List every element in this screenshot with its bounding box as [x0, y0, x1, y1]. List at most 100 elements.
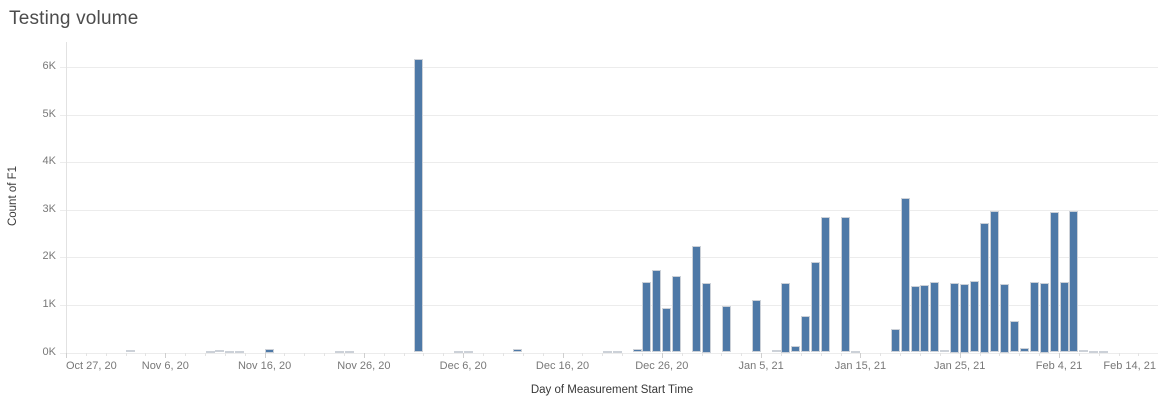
bar[interactable]	[751, 300, 761, 353]
y-tick-label: 1K	[42, 297, 56, 310]
bar[interactable]	[414, 59, 423, 353]
bar[interactable]	[702, 283, 711, 353]
x-tick-label: Dec 16, 20	[535, 360, 590, 372]
x-tick-label: Dec 26, 20	[635, 360, 689, 372]
bar[interactable]	[652, 269, 662, 353]
bar[interactable]	[225, 350, 235, 353]
y-tick-label: 2K	[42, 250, 56, 263]
y-tick-label: 5K	[42, 107, 56, 120]
bar[interactable]	[990, 211, 999, 353]
bar[interactable]	[890, 329, 900, 353]
bar[interactable]	[1089, 350, 1099, 353]
y-tick-label: 0K	[42, 345, 56, 358]
bar[interactable]	[1069, 211, 1079, 353]
bar[interactable]	[970, 281, 980, 353]
bar[interactable]	[265, 348, 275, 353]
bar[interactable]	[126, 349, 135, 353]
bar[interactable]	[771, 350, 781, 353]
bar[interactable]	[235, 350, 245, 353]
x-minor-tick	[344, 353, 346, 356]
bar[interactable]	[999, 284, 1009, 353]
bar[interactable]	[334, 350, 344, 353]
bar[interactable]	[1059, 282, 1069, 353]
bar[interactable]	[1049, 211, 1059, 353]
bar[interactable]	[1029, 281, 1039, 353]
x-major-tick	[363, 353, 365, 358]
x-minor-tick	[880, 353, 882, 356]
x-minor-tick	[483, 353, 485, 356]
bar[interactable]	[980, 223, 989, 353]
bar[interactable]	[642, 282, 652, 353]
bar[interactable]	[811, 262, 821, 353]
x-minor-tick	[721, 353, 723, 356]
bar[interactable]	[215, 349, 225, 353]
x-minor-tick	[1118, 353, 1120, 356]
x-minor-tick	[1019, 353, 1021, 356]
bar[interactable]	[781, 282, 791, 353]
bar[interactable]	[721, 305, 731, 353]
x-minor-tick	[701, 353, 703, 356]
gridline	[60, 114, 1158, 116]
x-minor-tick	[582, 353, 584, 356]
x-minor-tick	[443, 353, 445, 356]
bar[interactable]	[1009, 320, 1019, 353]
x-minor-tick	[999, 353, 1001, 356]
bar[interactable]	[1019, 348, 1029, 353]
bar[interactable]	[463, 350, 473, 353]
x-tick-label: Dec 6, 20	[439, 360, 487, 372]
x-tick-label: Jan 25, 21	[934, 360, 986, 372]
x-minor-tick	[383, 353, 385, 356]
bar[interactable]	[602, 350, 612, 353]
bar[interactable]	[960, 283, 970, 353]
x-minor-tick	[85, 353, 87, 356]
y-axis-line	[66, 42, 67, 353]
x-minor-tick	[105, 353, 107, 356]
bar[interactable]	[841, 217, 850, 353]
x-minor-tick	[522, 353, 524, 356]
bar[interactable]	[1039, 282, 1049, 353]
bar[interactable]	[950, 282, 960, 353]
bar[interactable]	[453, 350, 463, 353]
bar[interactable]	[821, 216, 831, 353]
bar[interactable]	[344, 350, 354, 353]
bar[interactable]	[910, 285, 920, 353]
gridline	[60, 66, 1158, 68]
x-major-tick	[860, 353, 862, 358]
bar[interactable]	[940, 349, 950, 353]
bar[interactable]	[1099, 350, 1109, 353]
bar[interactable]	[672, 276, 682, 353]
x-minor-tick	[125, 353, 127, 356]
x-major-tick	[165, 353, 167, 358]
gridline	[60, 304, 1158, 306]
x-minor-tick	[641, 353, 643, 356]
x-minor-tick	[224, 353, 226, 356]
bar[interactable]	[692, 245, 702, 353]
x-minor-tick	[741, 353, 743, 356]
gridline	[60, 162, 1158, 164]
x-major-tick	[264, 353, 266, 358]
x-minor-tick	[244, 353, 246, 356]
x-major-tick	[66, 353, 67, 358]
bar[interactable]	[801, 316, 811, 353]
bar[interactable]	[513, 349, 523, 353]
x-minor-tick	[423, 353, 425, 356]
bar[interactable]	[662, 308, 672, 353]
y-tick-label: 3K	[42, 202, 56, 215]
bar[interactable]	[612, 350, 622, 353]
x-minor-tick	[542, 353, 544, 356]
bar[interactable]	[900, 197, 910, 353]
x-minor-tick	[979, 353, 981, 356]
bar[interactable]	[930, 281, 940, 353]
bar[interactable]	[632, 348, 642, 353]
gridline	[60, 257, 1158, 259]
bar[interactable]	[920, 284, 930, 353]
x-minor-tick	[1138, 353, 1140, 356]
x-major-tick	[761, 353, 763, 358]
bar[interactable]	[205, 350, 215, 353]
bar[interactable]	[791, 345, 801, 353]
x-tick-label: Nov 26, 20	[337, 360, 391, 372]
bar[interactable]	[850, 350, 860, 353]
bar[interactable]	[1079, 349, 1089, 353]
x-minor-tick	[403, 353, 405, 356]
